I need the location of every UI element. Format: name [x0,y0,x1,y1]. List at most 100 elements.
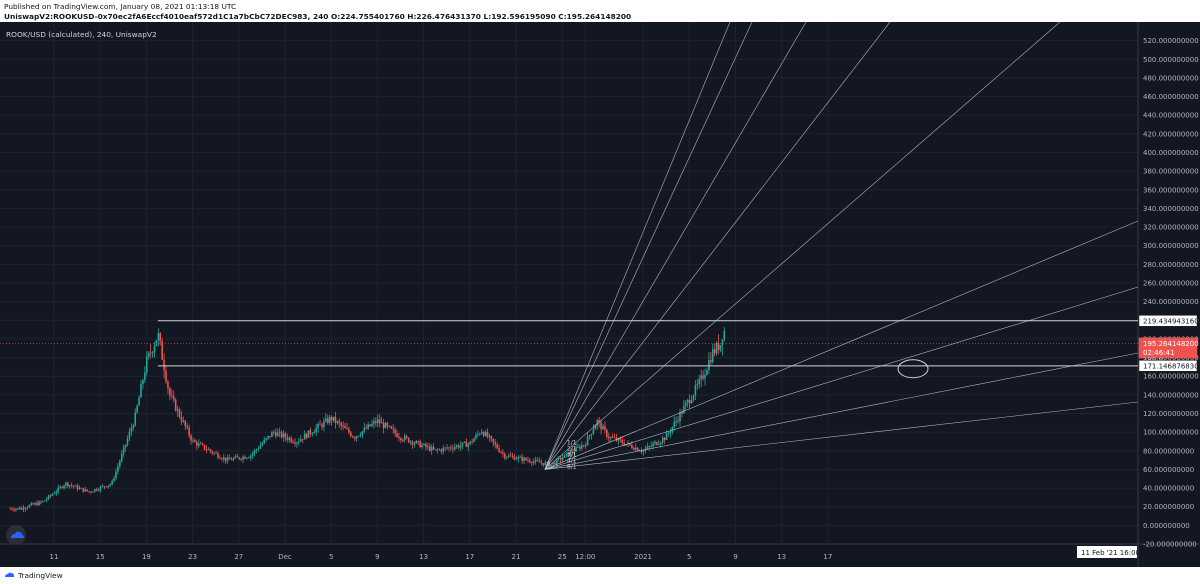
candle-body [167,381,169,389]
x-tick-label: 23 [188,553,197,561]
candle-body [403,436,406,441]
price-chart[interactable]: -20.000000000 0.000000000 20.000000000 40.0… [0,22,1200,567]
candle-body [519,456,522,458]
candle-body [596,420,599,426]
candle-body [24,508,27,510]
candle-body [465,441,468,447]
gann-fan-line [544,286,1139,470]
cursor-date-label: 11 Feb '21 16:00 [1081,549,1140,557]
candle-body [665,433,668,440]
candle-body [494,442,497,445]
candle-body [376,419,379,424]
candle-body [132,425,135,429]
candle-body [255,449,258,451]
candle-body [278,431,281,433]
candle-body [294,442,296,444]
candle-body [513,456,516,460]
candle-body [305,433,308,438]
candle-body [453,447,456,450]
candle-body [538,460,541,463]
candle-body [351,436,354,438]
candle-body [407,437,410,443]
candle-body [604,426,606,430]
interval-value: 240 [312,12,329,21]
candle-body [569,451,572,457]
highlight-ellipse [897,359,929,379]
level-lower-label: 171.146876830 [1143,362,1199,370]
candle-body [723,330,726,340]
level-lower-label-bg [1138,360,1198,372]
candle-body [38,501,40,506]
candle-body [430,447,433,451]
candle-body [332,416,335,421]
candle-body [269,436,271,437]
candle-body [103,485,106,487]
chart-panel[interactable]: -20.000000000 0.000000000 20.000000000 40.0… [0,22,1200,567]
candle-body [174,399,177,411]
y-tick-label: 0.000000000 [1143,522,1190,530]
candle-body [70,485,73,486]
y-tick-label: 420.000000000 [1143,130,1199,138]
candle-body [708,360,710,371]
last-price-label: 195.264148200 [1143,340,1199,348]
candle-body [602,426,604,430]
candle-body [704,374,706,379]
candle-body [502,452,504,454]
candle-body [688,399,691,404]
candle-body [224,457,227,461]
candle-body [586,436,589,446]
candle-body [211,451,214,454]
candle-body [521,456,523,461]
candle-body [80,487,83,489]
candle-body [432,447,435,450]
ohlc-values: O:224.755401760 H:226.476431370 L:192.59… [330,12,632,21]
candle-body [17,507,19,509]
candle-body [47,495,50,499]
y-tick-label: 480.000000000 [1143,74,1199,82]
candle-body [217,453,219,458]
candle-body [171,395,173,397]
candle-body [427,446,429,448]
candle-body [20,507,23,510]
candle-body [197,443,200,446]
candle-body [544,462,547,466]
candle-body [467,443,470,447]
candle-body [117,466,119,472]
candle-body [629,442,631,446]
candle-body [51,494,54,496]
candle-body [446,447,448,449]
candle-body [32,503,35,505]
candle-body [340,423,343,426]
candle-body [28,505,31,508]
candle-body [594,425,597,430]
candle-body [63,485,65,488]
candle-body [111,480,113,485]
chart-legend: ROOK/USD (calculated), 240, UniswapV2 [6,30,157,39]
y-tick-label: -20.000000000 [1143,541,1197,549]
candle-body [375,421,377,424]
candle-body [67,482,69,487]
candle-body [696,384,699,385]
candle-body [440,449,443,452]
footer-bar: TradingView [0,567,1200,584]
candle-body [631,445,633,449]
candle-body [444,447,446,449]
cursor-date-bg [1077,546,1137,558]
candle-body [434,449,437,451]
candle-body [371,423,373,427]
candle-body [681,412,683,414]
candle-body [667,433,670,435]
candle-body [213,452,215,454]
candle-body [57,487,60,492]
x-tick-label: 25 [558,553,567,561]
candle-body [309,430,312,434]
candle-body [236,456,239,458]
candle-body [284,433,287,438]
candle-body [184,420,187,427]
candle-body [488,436,491,438]
candle-body [328,416,331,423]
candle-body [581,445,583,449]
candle-body [298,441,300,443]
candle-body [65,482,67,486]
candle-body [176,409,179,411]
